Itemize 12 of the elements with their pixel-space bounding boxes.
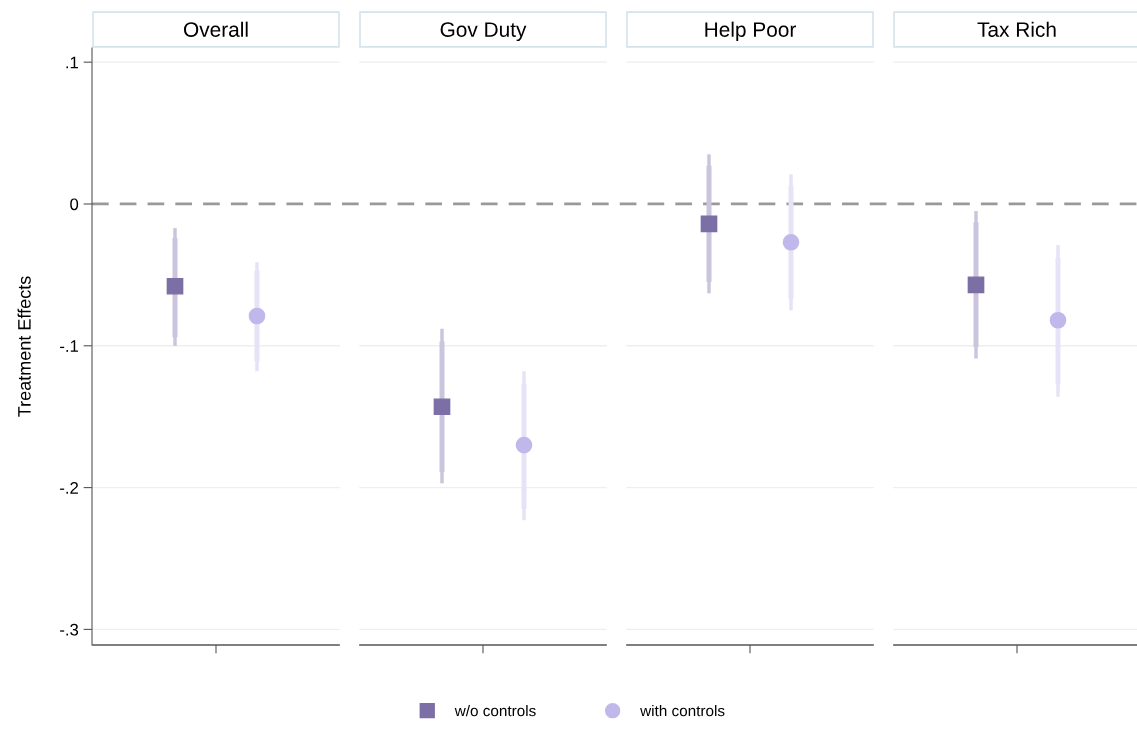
y-tick-label: -.3 [60,623,79,636]
x-tick-label: Tax Rich [977,21,1056,37]
y-tick-label: 0 [70,198,79,211]
y-tick-label: -.2 [60,482,78,494]
legend-label: w/o controls [454,705,536,717]
legend-label: with controls [640,705,725,717]
y-tick-label: .1 [66,56,78,69]
y-axis-title: Treatment Effects [17,276,31,417]
x-tick-label: Overall [183,21,248,37]
x-tick-label: Gov Duty [440,22,527,42]
y-tick-label: -.1 [60,340,78,352]
x-tick-label: Help Poor [705,21,796,42]
